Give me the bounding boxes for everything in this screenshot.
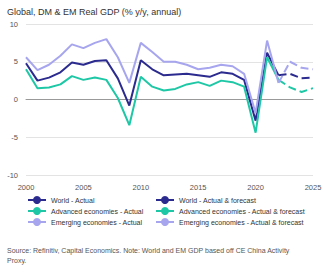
svg-text:2020: 2020 <box>247 183 264 192</box>
svg-text:10: 10 <box>10 20 18 29</box>
svg-text:2015: 2015 <box>190 183 207 192</box>
svg-text:2000: 2000 <box>18 183 35 192</box>
svg-text:Source: Refinitiv, Capital Eco: Source: Refinitiv, Capital Economics. No… <box>7 247 291 255</box>
svg-text:-5: -5 <box>11 133 18 142</box>
svg-text:World - Actual & forecast: World - Actual & forecast <box>179 197 256 204</box>
svg-text:Advanced economies - Actual: Advanced economies - Actual <box>51 208 144 215</box>
svg-text:Emerging economies - Actual: Emerging economies - Actual <box>51 219 142 227</box>
svg-text:2005: 2005 <box>75 183 92 192</box>
svg-text:2025: 2025 <box>305 183 322 192</box>
svg-text:2010: 2010 <box>132 183 149 192</box>
svg-text:Emerging economies - Actual &: Emerging economies - Actual & forecast <box>179 219 304 227</box>
svg-text:Advanced economies - Actual &: Advanced economies - Actual & forecast <box>179 208 305 215</box>
svg-text:-10: -10 <box>7 171 18 180</box>
svg-text:0: 0 <box>14 95 18 104</box>
svg-text:Proxy.: Proxy. <box>7 257 26 265</box>
svg-text:5: 5 <box>14 57 18 66</box>
svg-text:Global, DM & EM Real GDP (% y/: Global, DM & EM Real GDP (% y/y, annual) <box>7 7 181 17</box>
svg-text:World - Actual: World - Actual <box>51 197 95 204</box>
